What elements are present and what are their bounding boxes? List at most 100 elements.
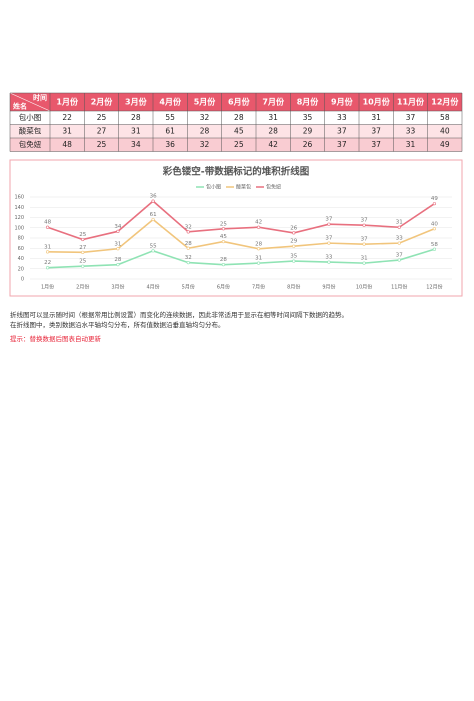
data-label: 45 <box>220 234 227 240</box>
marker <box>186 246 190 250</box>
column-header: 9月份 <box>331 97 354 107</box>
marker <box>362 242 366 246</box>
data-label: 32 <box>185 224 192 230</box>
x-tick-label: 3月份 <box>111 284 124 291</box>
legend-label: 包免妞 <box>266 184 281 191</box>
marker <box>221 239 226 244</box>
cell: 55 <box>165 113 175 122</box>
column-header: 4月份 <box>159 97 182 107</box>
diagonal <box>9 92 51 112</box>
marker <box>362 261 366 265</box>
y-tick-label: 0 <box>21 277 24 283</box>
marker <box>151 199 155 203</box>
x-tick-label: 4月份 <box>146 284 159 291</box>
marker <box>116 263 120 267</box>
cell: 22 <box>62 113 72 122</box>
cell: 61 <box>165 126 175 135</box>
y-tick-label: 20 <box>18 266 24 272</box>
marker <box>327 241 331 245</box>
x-tick-label: 1月份 <box>41 284 54 291</box>
note: 在折线图中，类别数据沿水平轴均匀分布，所有值数据沿垂直轴均匀分布。 <box>10 320 225 329</box>
data-label: 31 <box>255 256 262 262</box>
marker <box>432 202 437 206</box>
y-tick-label: 80 <box>18 236 24 242</box>
marker <box>432 227 437 231</box>
x-tick-label: 12月份 <box>426 284 442 291</box>
cell: 26 <box>303 140 313 149</box>
marker <box>221 263 226 267</box>
x-tick-label: 6月份 <box>217 284 230 291</box>
data-label: 31 <box>44 244 51 250</box>
data-label: 61 <box>150 212 157 218</box>
cell: 31 <box>268 113 278 122</box>
data-label: 40 <box>431 221 438 227</box>
marker <box>397 258 401 262</box>
cell: 28 <box>234 113 244 122</box>
y-tick-label: 100 <box>14 225 24 231</box>
x-tick-label: 7月份 <box>252 284 265 291</box>
data-label: 48 <box>44 220 51 226</box>
data-label: 33 <box>396 236 403 242</box>
marker <box>397 241 401 245</box>
marker <box>256 247 261 251</box>
data-label: 25 <box>79 259 86 265</box>
column-header: 11月份 <box>397 97 425 107</box>
chart-title: 彩色镂空-带数据标记的堆积折线图 <box>162 166 309 178</box>
data-label: 37 <box>396 253 403 259</box>
marker <box>151 249 155 253</box>
marker <box>186 230 190 234</box>
data-label: 29 <box>290 239 297 245</box>
cell: 34 <box>131 140 141 149</box>
cell: 31 <box>406 140 416 149</box>
data-label: 31 <box>114 241 121 247</box>
row-name: 包免妞 <box>19 139 42 149</box>
data-label: 35 <box>290 254 297 260</box>
x-tick-label: 8月份 <box>287 284 300 291</box>
data-label: 28 <box>185 241 192 247</box>
row-name: 酸菜包 <box>19 125 42 135</box>
cell: 37 <box>371 140 381 149</box>
x-tick-label: 9月份 <box>322 284 335 291</box>
column-header: 6月份 <box>228 97 251 107</box>
marker <box>151 217 155 222</box>
cell: 28 <box>131 113 141 122</box>
cell: 31 <box>131 126 141 135</box>
cell: 27 <box>97 126 107 135</box>
marker <box>81 250 85 254</box>
data-label: 37 <box>325 217 332 223</box>
table-row <box>10 124 462 138</box>
marker <box>432 247 437 251</box>
data-label: 25 <box>79 232 86 238</box>
column-header: 12月份 <box>431 97 459 107</box>
marker <box>221 227 226 231</box>
corner-top: 时间 <box>33 93 47 102</box>
x-tick-label: 10月份 <box>356 284 372 291</box>
marker <box>45 225 50 229</box>
cell: 28 <box>268 126 278 135</box>
cell: 32 <box>200 140 210 149</box>
data-label: 58 <box>431 242 438 248</box>
series-line <box>47 248 435 269</box>
data-label: 28 <box>255 241 262 247</box>
table-row <box>10 111 462 125</box>
x-tick-label: 2月份 <box>76 284 89 291</box>
cell: 31 <box>62 126 72 135</box>
y-tick-label: 160 <box>14 195 24 201</box>
y-tick-label: 140 <box>14 205 24 211</box>
series-line <box>47 200 435 241</box>
cell: 33 <box>337 113 347 122</box>
data-label: 26 <box>290 225 297 231</box>
marker <box>81 264 85 268</box>
data-label: 28 <box>220 257 227 263</box>
cell: 45 <box>234 126 244 135</box>
data-label: 25 <box>220 221 227 227</box>
marker <box>116 247 120 251</box>
marker <box>327 260 331 264</box>
marker <box>81 237 85 242</box>
data-label: 33 <box>325 255 332 261</box>
y-tick-label: 40 <box>18 256 24 262</box>
x-tick-label: 11月份 <box>391 284 407 291</box>
header-row <box>10 93 462 111</box>
marker <box>45 250 50 254</box>
